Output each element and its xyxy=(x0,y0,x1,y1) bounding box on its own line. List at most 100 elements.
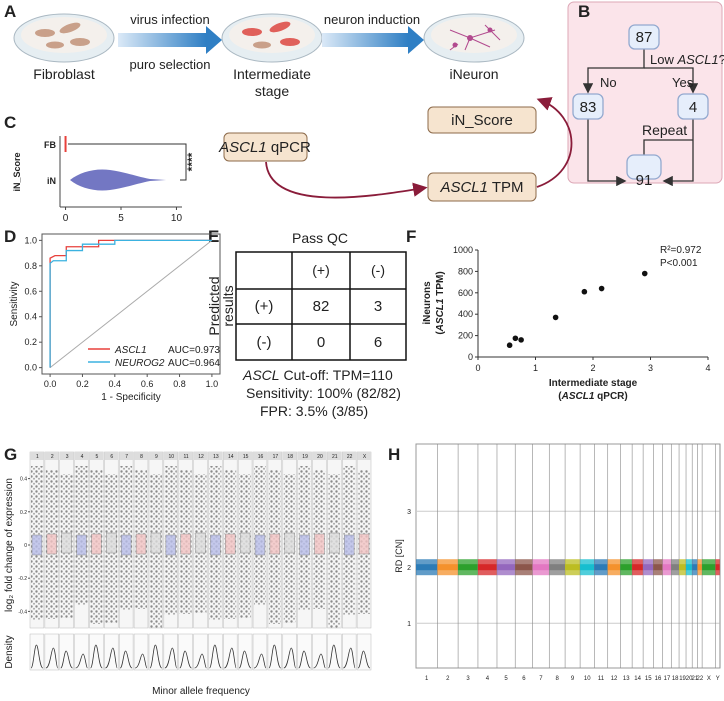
x-tick-label: 12 xyxy=(611,676,618,682)
facet-label: 20 xyxy=(317,454,323,460)
facet-header xyxy=(104,452,119,460)
x-tick-label: 14 xyxy=(634,676,641,682)
facet-header xyxy=(44,452,59,460)
x-tick-label: 10 xyxy=(584,676,591,682)
column-header: (+) xyxy=(312,262,330,278)
box xyxy=(165,534,176,556)
row-title: results xyxy=(220,285,236,326)
x-tick-label: 6 xyxy=(522,676,526,682)
sensitivity: Sensitivity: 100% (82/82) xyxy=(246,385,401,401)
density-curve xyxy=(164,647,178,669)
y-tick-label: 1.0 xyxy=(24,235,37,245)
cn-band-core xyxy=(416,564,438,571)
row-title: Predicted xyxy=(206,276,222,335)
y-tick-label: 0.4 xyxy=(24,312,37,322)
panel-a: virus infection puro selection neuron in… xyxy=(13,12,525,99)
x-tick-label: 0.0 xyxy=(44,379,57,389)
y-tick-label: 0 xyxy=(24,543,27,549)
x-tick-label: 9 xyxy=(571,676,575,682)
cn-band-core xyxy=(594,564,608,571)
facet-header xyxy=(74,452,89,460)
density-facet xyxy=(74,633,89,671)
x-tick-label: 0.8 xyxy=(173,379,186,389)
y-axis-label: iNeurons xyxy=(422,281,433,325)
y-tick-label: 0.0 xyxy=(24,363,37,373)
facet-label: 18 xyxy=(287,454,293,460)
x-tick-label: 21 xyxy=(692,676,699,682)
box xyxy=(239,532,251,554)
table-header: Pass QC xyxy=(292,230,348,246)
density-curve xyxy=(45,647,59,669)
panel-letter: A xyxy=(4,2,16,21)
facet-label: 15 xyxy=(243,454,249,460)
x-tick-label: 1 xyxy=(425,676,429,682)
y-tick-label: 3 xyxy=(407,509,411,516)
text: Cut-off: TPM=110 xyxy=(280,367,393,383)
annotation: P<0.001 xyxy=(660,258,698,269)
box xyxy=(314,533,325,555)
dish-ineuron xyxy=(423,13,525,63)
gene: ASCL1 xyxy=(439,179,488,196)
workflow-arrow xyxy=(265,161,428,199)
density-curve xyxy=(238,650,252,669)
point xyxy=(581,288,588,295)
arrow-label: virus infection xyxy=(130,12,209,27)
box xyxy=(284,532,295,554)
axis-label: (ASCL1 TPM) xyxy=(435,271,446,334)
facet-header xyxy=(119,452,134,460)
column-header: (-) xyxy=(371,262,385,278)
point xyxy=(512,335,519,342)
facet-label: 3 xyxy=(66,454,69,460)
density-curve xyxy=(119,650,133,669)
density-curve xyxy=(105,647,118,669)
x-tick-label: 3 xyxy=(648,363,653,373)
cn-band-core xyxy=(515,564,533,571)
density-curve xyxy=(357,650,371,669)
density-curve xyxy=(343,647,356,669)
x-tick-label: 3 xyxy=(466,676,470,682)
reference-line xyxy=(49,239,213,369)
box xyxy=(329,532,340,554)
x-axis-label: Minor allele frequency xyxy=(152,686,250,697)
x-axis-label: 1 - Specificity xyxy=(101,392,160,403)
workflow: iN_Score ASCL1 qPCR ASCL1 TPM xyxy=(218,97,573,202)
facet-label: 4 xyxy=(81,454,84,460)
y-axis-label: Sensitivity xyxy=(9,281,20,326)
x-tick-label: 4 xyxy=(486,676,490,682)
panel-e: Pass QC Predicted results ASCL Cut-off: … xyxy=(206,230,407,419)
facet-header xyxy=(89,452,104,460)
x-tick-label: 11 xyxy=(598,676,605,682)
stage-label: Fibroblast xyxy=(33,66,95,82)
density-facet xyxy=(312,633,327,671)
table-cell: (-) xyxy=(257,334,272,351)
y-tick-label: 0.6 xyxy=(24,286,37,296)
facet-label: 19 xyxy=(302,454,308,460)
text: qPCR xyxy=(267,139,311,156)
cn-band-core xyxy=(549,564,566,571)
cn-band-core xyxy=(496,564,516,571)
facet-label: 13 xyxy=(213,454,219,460)
workflow-box xyxy=(427,106,537,134)
panel-letter: F xyxy=(406,227,416,246)
y-tick-label: 0.8 xyxy=(24,261,37,271)
cn-band-core xyxy=(715,564,720,571)
box xyxy=(150,532,162,554)
cutoff: ASCL Cut-off: TPM=110 xyxy=(242,367,393,383)
cn-band-core xyxy=(620,564,633,571)
facet-label: 1 xyxy=(36,454,39,460)
table-cell: (+) xyxy=(255,298,274,315)
cn-band-core xyxy=(671,564,680,571)
y-axis-label: Density xyxy=(4,635,15,668)
bracket xyxy=(68,143,187,181)
facet-header xyxy=(312,452,327,460)
cn-band-core xyxy=(458,564,478,571)
facet-header xyxy=(59,452,74,460)
panel-letter: B xyxy=(578,2,590,21)
facet-label: 8 xyxy=(140,454,143,460)
y-axis-label: RD [CN] xyxy=(394,539,404,573)
cn-band-core xyxy=(697,564,703,571)
x-tick-label: 10 xyxy=(171,213,183,224)
density-curve xyxy=(209,644,222,669)
facet-header xyxy=(30,452,44,460)
node-label: 87 xyxy=(636,29,653,46)
